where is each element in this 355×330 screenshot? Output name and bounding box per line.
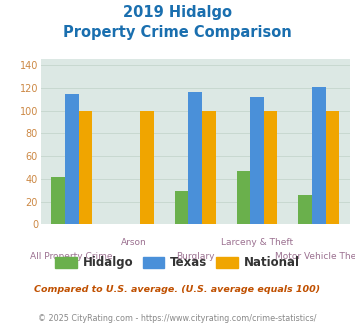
Bar <box>264 111 277 224</box>
Bar <box>250 97 264 224</box>
Text: © 2025 CityRating.com - https://www.cityrating.com/crime-statistics/: © 2025 CityRating.com - https://www.city… <box>38 314 317 323</box>
Bar <box>202 111 215 224</box>
Bar <box>299 195 312 224</box>
Text: Burglary: Burglary <box>176 252 214 261</box>
Text: Compared to U.S. average. (U.S. average equals 100): Compared to U.S. average. (U.S. average … <box>34 285 321 294</box>
Bar <box>312 87 326 224</box>
Text: 2019 Hidalgo: 2019 Hidalgo <box>123 5 232 20</box>
Bar <box>175 191 189 224</box>
Bar <box>65 93 78 224</box>
Legend: Hidalgo, Texas, National: Hidalgo, Texas, National <box>51 252 304 274</box>
Bar <box>51 177 65 224</box>
Text: Property Crime Comparison: Property Crime Comparison <box>63 25 292 40</box>
Text: Arson: Arson <box>121 238 146 247</box>
Bar <box>326 111 339 224</box>
Bar <box>237 171 250 224</box>
Text: Motor Vehicle Theft: Motor Vehicle Theft <box>275 252 355 261</box>
Bar <box>140 111 154 224</box>
Text: All Property Crime: All Property Crime <box>31 252 113 261</box>
Text: Larceny & Theft: Larceny & Theft <box>221 238 293 247</box>
Bar <box>189 92 202 224</box>
Bar <box>78 111 92 224</box>
